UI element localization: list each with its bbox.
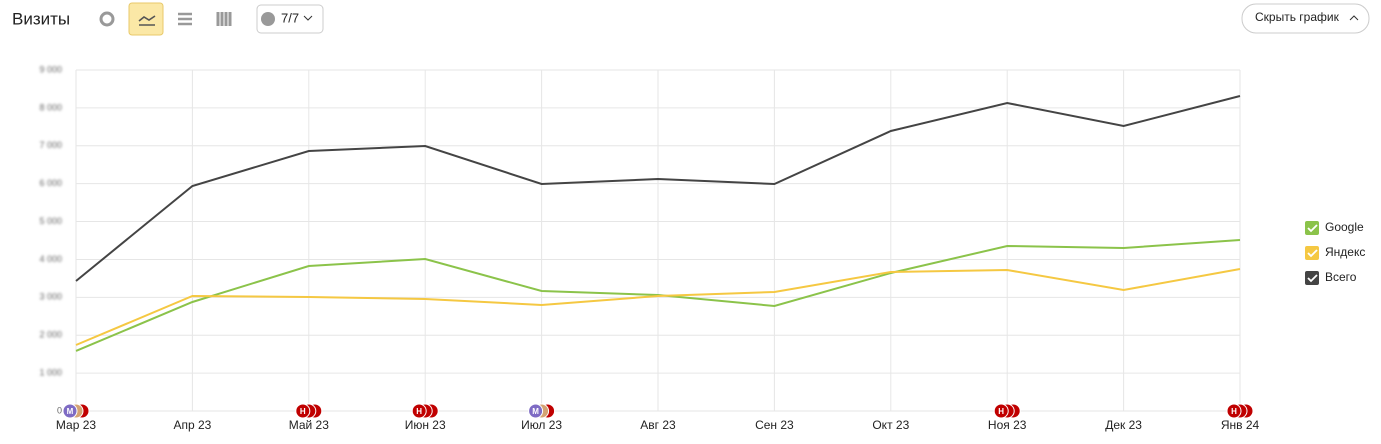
legend-check	[1307, 249, 1318, 258]
legend-label: Яндекс	[1325, 245, 1365, 259]
hide-chart-label: Скрыть график	[1255, 10, 1340, 24]
annotation-marker[interactable]	[993, 403, 1009, 419]
annotation-marker[interactable]	[62, 403, 78, 419]
x-tick-label: Май 23	[289, 418, 330, 432]
y-tick-label: 9 000	[39, 64, 62, 74]
y-tick-label: 7 000	[39, 140, 62, 150]
chart-type-switch	[99, 2, 232, 36]
filter-button[interactable]	[256, 4, 324, 34]
legend-checkbox[interactable]	[1305, 221, 1319, 235]
y-tick-label: 5 000	[39, 216, 62, 226]
x-tick-label: Июл 23	[521, 418, 562, 432]
annotation-marker[interactable]	[528, 403, 544, 419]
y-tick-label: 2 000	[39, 330, 62, 340]
y-tick-label: 3 000	[39, 292, 62, 302]
y-tick-label: 1 000	[39, 367, 62, 377]
x-tick-label: Сен 23	[755, 418, 794, 432]
annotation-label: Н	[998, 407, 1004, 416]
annotation-label: М	[67, 407, 74, 416]
series-line	[75, 268, 1241, 346]
legend-label: Всего	[1325, 270, 1357, 284]
annotation-label: Н	[416, 407, 422, 416]
x-tick-label: Июн 23	[405, 418, 446, 432]
series-line	[75, 95, 1241, 282]
annotation-label: М	[532, 407, 539, 416]
bar-icon[interactable]	[216, 12, 232, 26]
annotation-marker[interactable]	[411, 403, 427, 419]
series-line	[75, 239, 1241, 352]
annotation-marker[interactable]	[1226, 403, 1242, 419]
y-tick-label: 0	[57, 405, 62, 415]
legend-check	[1307, 274, 1318, 283]
legend-check	[1307, 224, 1318, 233]
filter-count: 7/7	[281, 10, 299, 25]
y-tick-label: 6 000	[39, 178, 62, 188]
pie-icon[interactable]	[99, 11, 115, 27]
area-icon[interactable]	[178, 12, 192, 26]
x-tick-label: Ноя 23	[988, 418, 1027, 432]
y-tick-label: 4 000	[39, 254, 62, 264]
legend-checkbox[interactable]	[1305, 271, 1319, 285]
page-title: Визиты	[12, 9, 70, 28]
x-tick-label: Мар 23	[56, 418, 96, 432]
y-tick-label: 8 000	[39, 102, 62, 112]
hide-chart-button[interactable]	[1241, 3, 1370, 34]
legend-label: Google	[1325, 220, 1364, 234]
x-tick-label: Дек 23	[1105, 418, 1142, 432]
x-tick-label: Апр 23	[173, 418, 211, 432]
annotation-label: Н	[1231, 407, 1237, 416]
annotation-marker[interactable]	[295, 403, 311, 419]
x-tick-label: Авг 23	[640, 418, 676, 432]
legend-checkbox[interactable]	[1305, 246, 1319, 260]
annotation-label: Н	[300, 407, 306, 416]
x-tick-label: Окт 23	[872, 418, 909, 432]
x-tick-label: Янв 24	[1221, 418, 1260, 432]
